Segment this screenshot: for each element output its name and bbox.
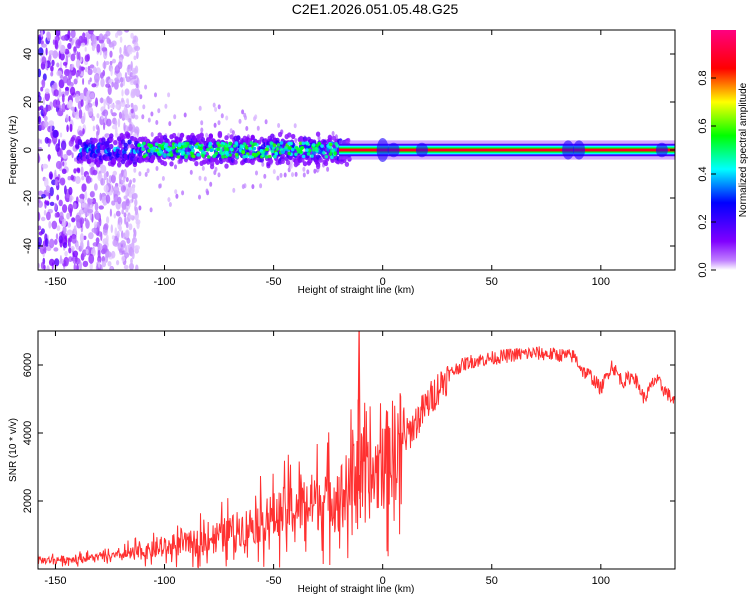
colorbar-label: Normalized spectral amplitude (738, 82, 749, 217)
snr-xtick-label: -150 (44, 575, 66, 587)
snr-xtick-label: -50 (266, 575, 282, 587)
snr-frame (37, 330, 676, 570)
spectrogram-ylabel: Frequency (Hz) (8, 116, 19, 185)
spectrogram-xtick-label: -150 (44, 276, 66, 288)
chart-title: C2E1.2026.051.05.48.G25 (291, 1, 459, 17)
spectrogram-axes: -150 -100 -50 0 50 100 -40 -20 0 20 40 (22, 30, 675, 288)
colorbar-axis: 0.0 0.2 0.4 0.6 0.8 (697, 70, 716, 278)
colorbar-tick-label: 0.6 (697, 118, 709, 133)
snr-line-plot (38, 331, 675, 569)
spectrogram-ytick-label: 20 (22, 96, 34, 108)
spectrogram-ytick-label: -40 (22, 238, 34, 254)
spectrogram-ytick-label: -20 (22, 190, 34, 206)
spectrogram-xlabel: Height of straight line (km) (298, 285, 415, 296)
spectrogram-xtick-label: -100 (154, 276, 176, 288)
snr-xtick-label: 100 (592, 575, 610, 587)
spectrogram-xtick-label: 100 (592, 276, 610, 288)
spectrogram-heatmap (38, 30, 675, 270)
colorbar-tick-label: 0.2 (697, 214, 709, 229)
snr-ytick-label: 4000 (22, 421, 34, 445)
snr-xlabel: Height of straight line (km) (298, 584, 415, 595)
colorbar-tick-label: 0.4 (697, 166, 709, 181)
colorbar-tick-label: 0.0 (697, 262, 709, 277)
spectrogram-ytick-label: 0 (22, 147, 34, 153)
spectrogram-xtick-label: 0 (380, 276, 386, 288)
colorbar-tick-label: 0.8 (697, 70, 709, 85)
snr-ytick-label: 6000 (22, 353, 34, 377)
snr-xtick-label: 50 (486, 575, 498, 587)
snr-ytick-label: 2000 (22, 489, 34, 513)
snr-spike (356, 331, 362, 519)
spectrogram-ytick-label: 40 (22, 48, 34, 60)
snr-ylabel: SNR (10 * v/v) (8, 418, 19, 482)
colorbar (711, 30, 736, 270)
snr-xtick-label: -100 (154, 575, 176, 587)
spectrogram-xtick-label: -50 (266, 276, 282, 288)
spectrogram-xtick-label: 50 (486, 276, 498, 288)
snr-xtick-label: 0 (380, 575, 386, 587)
snr-series-line (38, 346, 675, 569)
snr-axes: -150 -100 -50 0 50 100 2000 4000 6000 (22, 331, 675, 587)
